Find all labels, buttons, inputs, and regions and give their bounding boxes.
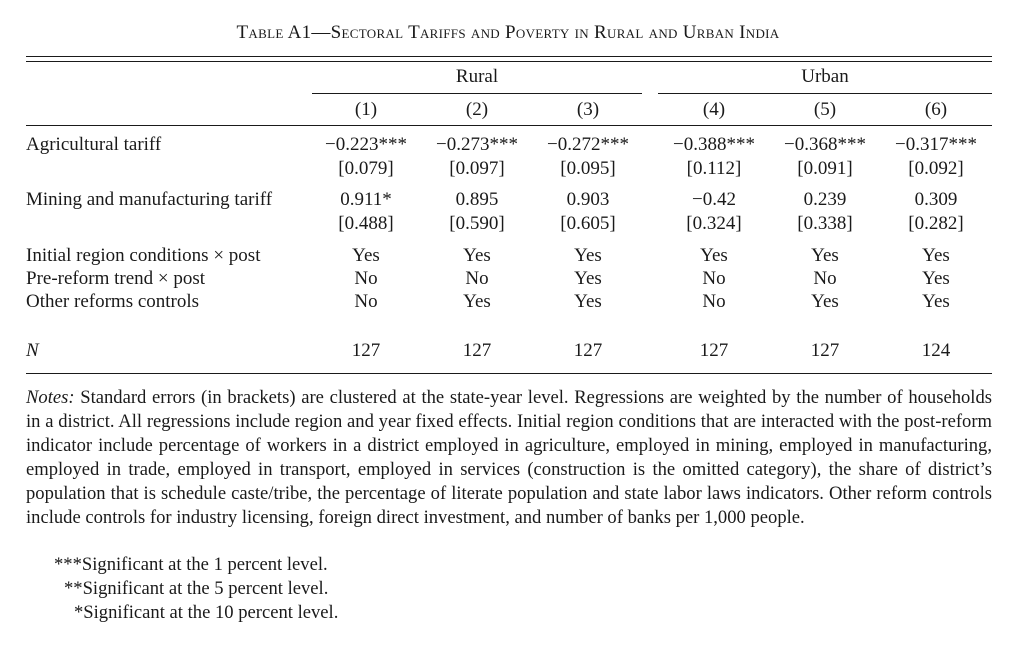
group-header-rural: Rural: [455, 66, 499, 87]
significance-note-1pct: ***Significant at the 1 percent level.: [54, 554, 328, 575]
rural-underline: [312, 93, 642, 94]
coefficient-cell: −0.317***: [895, 134, 977, 155]
row-label: Mining and manufacturing tariff: [26, 189, 273, 210]
top-rule-2: [26, 61, 992, 62]
control-cell: No: [465, 268, 489, 289]
column-header: (6): [924, 99, 948, 120]
coefficient-cell: 0.911*: [340, 189, 392, 210]
n-cell: 127: [573, 340, 603, 361]
coefficient-cell: −0.388***: [673, 134, 755, 155]
control-cell: Yes: [574, 291, 602, 312]
control-label: Initial region conditions × post: [26, 245, 261, 266]
urban-underline: [658, 93, 992, 94]
group-header-urban: Urban: [801, 66, 849, 87]
coefficient-cell: 0.903: [566, 189, 610, 210]
control-cell: Yes: [352, 245, 380, 266]
coefficient-cell: 0.309: [914, 189, 958, 210]
coefficient-cell: 0.895: [455, 189, 499, 210]
control-cell: Yes: [922, 268, 950, 289]
control-label: Pre-reform trend × post: [26, 268, 206, 289]
n-label: N: [26, 340, 39, 361]
control-cell: Yes: [574, 245, 602, 266]
bottom-rule: [26, 373, 992, 374]
column-header: (3): [576, 99, 600, 120]
control-cell: No: [354, 268, 378, 289]
standard-error-cell: [0.095]: [560, 158, 616, 179]
standard-error-cell: [0.097]: [449, 158, 505, 179]
standard-error-cell: [0.324]: [686, 213, 742, 234]
standard-error-cell: [0.091]: [797, 158, 853, 179]
control-cell: Yes: [811, 245, 839, 266]
notes-lead: Notes:: [26, 387, 75, 408]
standard-error-cell: [0.488]: [338, 213, 394, 234]
column-header: (2): [465, 99, 489, 120]
control-cell: No: [702, 291, 726, 312]
notes-text: Standard errors (in brackets) are cluste…: [26, 387, 992, 528]
control-cell: Yes: [922, 291, 950, 312]
n-cell: 127: [810, 340, 840, 361]
table-title: Table A1—Sectoral Tariffs and Poverty in…: [236, 22, 780, 43]
standard-error-cell: [0.079]: [338, 158, 394, 179]
control-cell: Yes: [463, 291, 491, 312]
standard-error-cell: [0.092]: [908, 158, 964, 179]
standard-error-cell: [0.338]: [797, 213, 853, 234]
significance-note-10pct: *Significant at the 10 percent level.: [74, 602, 339, 623]
standard-error-cell: [0.282]: [908, 213, 964, 234]
control-cell: No: [813, 268, 837, 289]
coefficient-cell: −0.272***: [547, 134, 629, 155]
n-cell: 124: [921, 340, 951, 361]
top-rule-1: [26, 56, 992, 57]
coefficient-cell: −0.368***: [784, 134, 866, 155]
column-header: (1): [354, 99, 378, 120]
standard-error-cell: [0.112]: [686, 158, 742, 179]
coefficient-cell: 0.239: [803, 189, 847, 210]
control-cell: Yes: [574, 268, 602, 289]
row-label: Agricultural tariff: [26, 134, 162, 155]
coefficient-cell: −0.273***: [436, 134, 518, 155]
control-cell: Yes: [922, 245, 950, 266]
control-cell: Yes: [463, 245, 491, 266]
table-notes: Notes: Standard errors (in brackets) are…: [26, 386, 992, 530]
significance-note-5pct: **Significant at the 5 percent level.: [64, 578, 329, 599]
coefficient-cell: −0.223***: [325, 134, 407, 155]
standard-error-cell: [0.590]: [449, 213, 505, 234]
n-cell: 127: [351, 340, 381, 361]
control-cell: Yes: [811, 291, 839, 312]
n-cell: 127: [699, 340, 729, 361]
column-header: (4): [702, 99, 726, 120]
control-cell: No: [702, 268, 726, 289]
control-label: Other reforms controls: [26, 291, 200, 312]
standard-error-cell: [0.605]: [560, 213, 616, 234]
header-rule: [26, 125, 992, 126]
coefficient-cell: −0.42: [692, 189, 736, 210]
n-cell: 127: [462, 340, 492, 361]
column-header: (5): [813, 99, 837, 120]
control-cell: No: [354, 291, 378, 312]
control-cell: Yes: [700, 245, 728, 266]
